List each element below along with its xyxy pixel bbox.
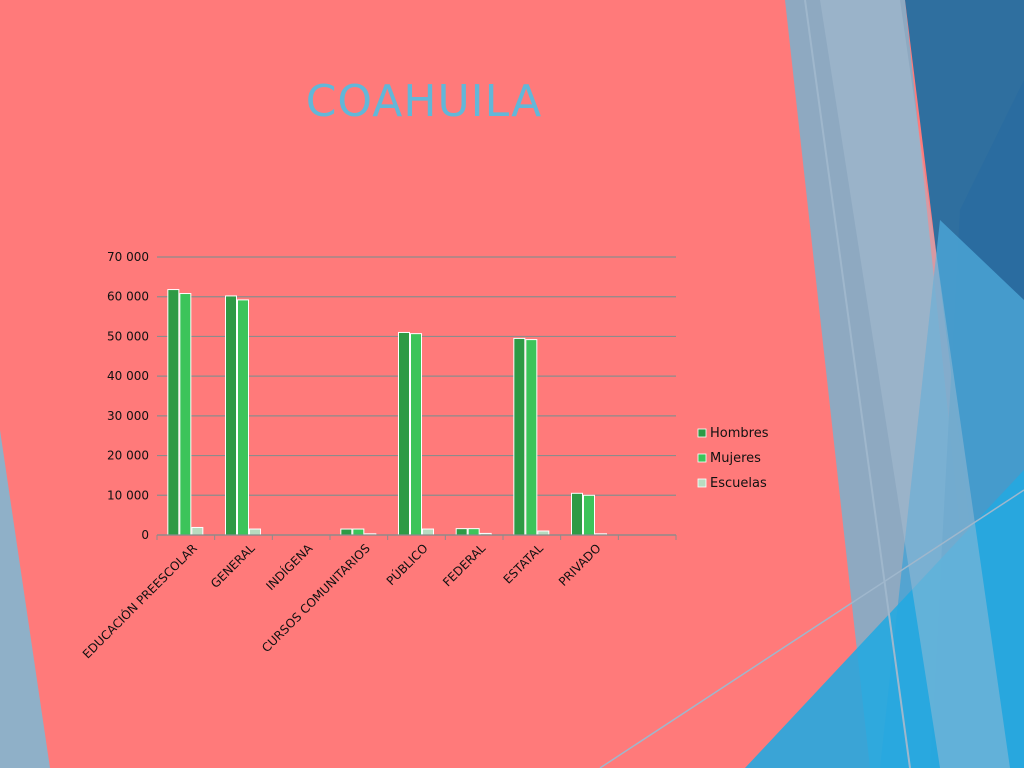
bar-hombres — [398, 331, 410, 536]
bar-escuelas — [191, 526, 204, 536]
deco-panel-soft — [820, 0, 1010, 768]
bar-hombres — [167, 289, 180, 536]
y-tick-label: 10 000 — [107, 488, 149, 502]
bar-mujeres — [237, 299, 249, 536]
deco-left-strip — [0, 430, 50, 768]
y-tick-label: 40 000 — [107, 369, 149, 383]
x-category-label: ESTATAL — [501, 541, 547, 587]
chart-legend: Hombres Mujeres Escuelas — [697, 426, 769, 491]
slide-title: COAHUILA — [305, 76, 543, 127]
bar-mujeres — [352, 528, 365, 536]
y-tick-label: 0 — [141, 528, 149, 542]
y-tick-label: 30 000 — [107, 409, 149, 423]
bar-mujeres — [179, 293, 192, 536]
x-category-label: FEDERAL — [440, 541, 488, 589]
y-tick-label: 70 000 — [107, 250, 149, 264]
x-category-label: PÚBLICO — [383, 541, 431, 589]
deco-line-2 — [599, 489, 1024, 768]
legend-label: Escuelas — [710, 476, 767, 491]
x-category-label: CURSOS COMUNITARIOS — [259, 541, 373, 655]
bar-hombres — [513, 337, 526, 536]
legend-label: Mujeres — [710, 451, 761, 466]
bar-escuelas — [249, 528, 261, 536]
bar-hombres — [340, 528, 353, 536]
legend-swatch — [697, 453, 707, 463]
legend-label: Hombres — [710, 426, 769, 441]
x-category-label: PRIVADO — [556, 541, 604, 589]
y-tick-label: 50 000 — [107, 329, 149, 343]
bar-mujeres — [467, 528, 480, 536]
bar-hombres — [455, 528, 468, 536]
x-category-label: INDÍGENA — [263, 540, 316, 593]
legend-swatch — [697, 478, 707, 488]
chart-bars — [167, 289, 607, 536]
legend-swatch — [697, 428, 707, 438]
bar-hombres — [571, 492, 583, 536]
bar-mujeres — [410, 333, 422, 536]
x-category-label: EDUCACIÓN PREESCOLAR — [79, 541, 200, 662]
deco-panel-cyan — [745, 470, 1024, 768]
y-tick-label: 60 000 — [107, 290, 149, 304]
bar-hombres — [225, 295, 237, 536]
bar-mujeres — [525, 339, 538, 536]
bar-mujeres — [583, 494, 595, 536]
bar-escuelas — [422, 528, 434, 536]
y-tick-label: 20 000 — [107, 449, 149, 463]
deco-line-1 — [804, 0, 911, 768]
x-category-label: GENERAL — [208, 541, 258, 591]
